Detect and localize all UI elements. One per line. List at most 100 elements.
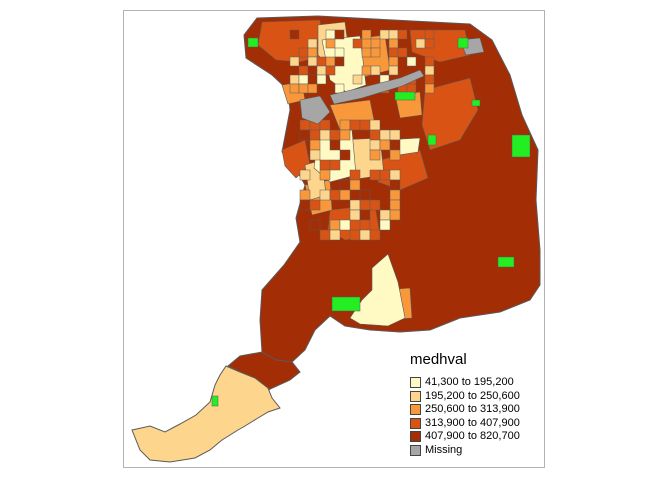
legend-label: 195,200 to 250,600 <box>425 389 520 402</box>
census-tract-cell <box>289 29 300 40</box>
census-tract-cell <box>389 129 401 141</box>
census-tract-cell <box>352 38 363 49</box>
census-tract-cell <box>359 199 371 211</box>
park-delta <box>211 395 219 407</box>
census-tract-cell <box>361 47 372 58</box>
census-tract-cell <box>307 83 318 94</box>
park-southeast <box>497 256 515 268</box>
park-east-small <box>471 99 481 107</box>
census-tract-cell <box>325 56 336 67</box>
census-tract-cell <box>307 38 318 49</box>
census-tract-cell <box>334 56 345 67</box>
census-tract-cell <box>316 74 327 85</box>
census-tract-cell <box>309 199 321 211</box>
census-tract-cell <box>289 56 300 67</box>
legend-label: 41,300 to 195,200 <box>425 376 514 389</box>
census-tract-cell <box>307 47 318 58</box>
legend-label: 313,900 to 407,900 <box>425 416 520 429</box>
census-tract-cell <box>369 129 381 141</box>
census-tract-cell <box>289 83 300 94</box>
park-northwest <box>247 37 259 48</box>
census-tract-cell <box>319 229 331 241</box>
census-tract-cell <box>359 189 371 201</box>
census-tract-cell <box>359 229 371 241</box>
census-tract-cell <box>325 38 336 49</box>
census-tract-cell <box>370 38 381 49</box>
missing-river-tracts <box>299 95 331 125</box>
tract-class4-east <box>421 77 479 151</box>
legend-item: 407,900 to 820,700 <box>410 430 540 444</box>
legend-swatch <box>410 444 421 456</box>
census-tract-cell <box>339 219 351 231</box>
census-tract-cell <box>379 139 391 151</box>
census-tract-cell <box>319 159 331 171</box>
census-tract-cell <box>424 56 435 67</box>
census-tract-cell <box>299 119 311 131</box>
missing-river-strip <box>329 69 425 105</box>
census-tract-cell <box>316 56 327 67</box>
census-tract-cell <box>359 209 371 221</box>
legend-rows: 41,300 to 195,200 195,200 to 250,600 250… <box>410 376 540 457</box>
park-river-2 <box>427 134 437 146</box>
census-tract-cell <box>379 129 391 141</box>
legend-label: 407,900 to 820,700 <box>425 430 520 443</box>
census-tract-cell <box>379 219 391 231</box>
census-tract-cell <box>388 47 399 58</box>
census-tract-cell <box>389 209 401 221</box>
census-tract-cell <box>406 83 417 94</box>
census-tract-cell <box>298 74 309 85</box>
census-tract-cell <box>369 229 381 241</box>
census-tract-cell <box>298 83 309 94</box>
census-tract-cell <box>299 169 311 181</box>
census-tract-cell <box>379 209 391 221</box>
census-tract-cell <box>415 38 426 49</box>
census-tract-cell <box>424 29 435 40</box>
census-tract-cell <box>361 65 372 76</box>
census-tract-cell <box>334 29 345 40</box>
park-south <box>331 296 361 312</box>
census-tract-cell <box>299 129 311 141</box>
census-tract-cell <box>379 29 390 40</box>
census-tract-cell <box>389 179 401 191</box>
census-tract-cell <box>319 169 331 181</box>
census-tract-cell <box>424 65 435 76</box>
census-tract-cell <box>316 65 327 76</box>
census-tract-cell <box>299 199 311 211</box>
legend-label: Missing <box>425 443 463 456</box>
census-tract-cell <box>389 189 401 201</box>
census-tract-cell <box>369 149 381 161</box>
census-tract-cell <box>349 199 361 211</box>
delta-region <box>131 365 281 463</box>
census-tract-cell <box>388 56 399 67</box>
census-tract-cell <box>309 219 321 231</box>
census-tract-cell <box>369 119 381 131</box>
census-tract-cell <box>361 29 372 40</box>
census-tract-cell <box>389 149 401 161</box>
census-tract-cell <box>389 199 401 211</box>
census-tract-cell <box>352 74 363 85</box>
census-tract-cell <box>388 38 399 49</box>
park-east <box>511 134 531 158</box>
park-river-1 <box>394 91 416 101</box>
legend-label: 250,600 to 313,900 <box>425 403 520 416</box>
census-tract-cell <box>339 149 351 161</box>
census-tract-cell <box>388 29 399 40</box>
census-tract-cell <box>349 229 361 241</box>
census-tract-cell <box>339 179 351 191</box>
legend-item: 195,200 to 250,600 <box>410 390 540 404</box>
legend-item: 41,300 to 195,200 <box>410 376 540 390</box>
census-tract-cell <box>319 119 331 131</box>
census-tract-cell <box>329 159 341 171</box>
census-tract-cell <box>339 189 351 201</box>
census-tract-cell <box>406 56 417 67</box>
census-tract-cell <box>329 139 341 151</box>
census-tract-cell <box>424 83 435 94</box>
census-tract-cell <box>370 65 381 76</box>
legend-swatch <box>410 404 421 416</box>
census-tract-cell <box>307 56 318 67</box>
map-legend: medhval 41,300 to 195,200 195,200 to 250… <box>410 350 540 457</box>
census-tract-cell <box>397 29 408 40</box>
census-tract-cell <box>359 119 371 131</box>
census-tract-cell <box>329 129 341 141</box>
census-tract-cell <box>388 65 399 76</box>
